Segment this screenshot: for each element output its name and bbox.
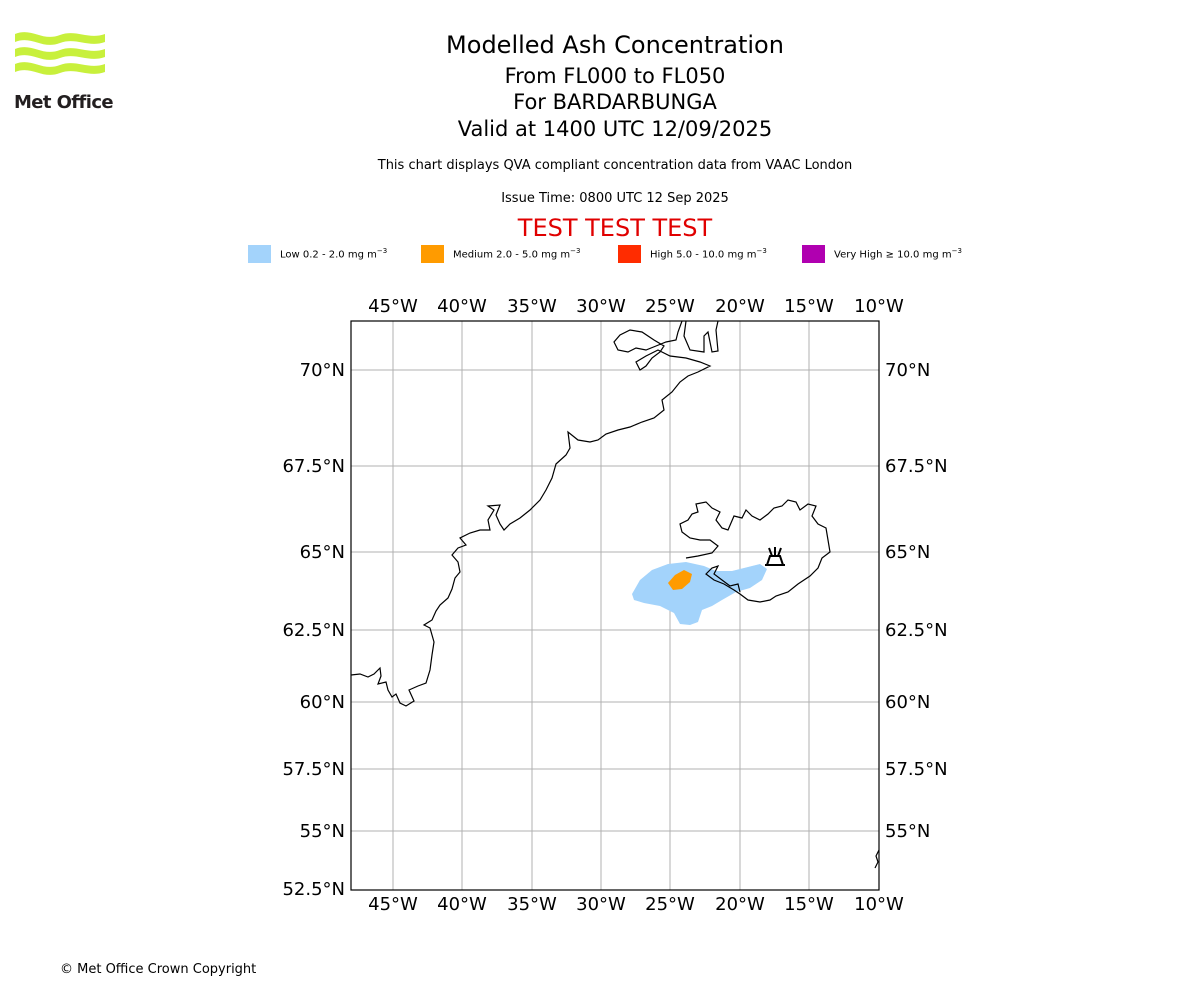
lon-label: 15°W <box>784 296 834 317</box>
lon-label: 40°W <box>437 296 487 317</box>
test-banner: TEST TEST TEST <box>517 214 713 242</box>
lon-label: 20°W <box>715 894 765 915</box>
lon-label: 20°W <box>715 296 765 317</box>
lon-label: 35°W <box>507 894 557 915</box>
lat-label: 70°N <box>885 360 930 381</box>
legend-unit-exponent: −3 <box>570 247 581 255</box>
lon-label: 40°W <box>437 894 487 915</box>
lat-label: 67.5°N <box>885 456 948 477</box>
legend-swatch-very-high <box>802 245 825 263</box>
ash-area-low <box>632 562 767 625</box>
lat-label: 55°N <box>885 821 930 842</box>
lat-label: 60°N <box>300 692 345 713</box>
lat-labels-left: 70°N 67.5°N 65°N 62.5°N 60°N 57.5°N 55°N… <box>282 360 345 900</box>
volcano-subtitle: For BARDARBUNGA <box>513 90 717 114</box>
lon-label: 10°W <box>854 296 904 317</box>
lat-label: 57.5°N <box>282 759 345 780</box>
copyright-notice: © Met Office Crown Copyright <box>60 962 257 977</box>
flight-level-subtitle: From FL000 to FL050 <box>504 64 726 88</box>
legend-label-high: High 5.0 - 10.0 mg m <box>650 249 757 261</box>
lat-label: 62.5°N <box>282 620 345 641</box>
lon-label: 25°W <box>645 894 695 915</box>
chart-title: Modelled Ash Concentration <box>446 31 784 59</box>
lat-label: 70°N <box>300 360 345 381</box>
lon-label: 30°W <box>576 296 626 317</box>
lon-label: 35°W <box>507 296 557 317</box>
lat-label: 62.5°N <box>885 620 948 641</box>
map-frame <box>350 320 880 891</box>
legend-label-very-high: Very High ≥ 10.0 mg m <box>834 249 952 261</box>
lon-label: 45°W <box>368 894 418 915</box>
lat-label: 55°N <box>300 821 345 842</box>
lon-label: 25°W <box>645 296 695 317</box>
lat-labels-right: 70°N 67.5°N 65°N 62.5°N 60°N 57.5°N 55°N <box>885 360 948 842</box>
iceland-coastline <box>679 499 831 603</box>
legend-swatch-medium <box>421 245 444 263</box>
ash-area-medium <box>668 570 692 590</box>
met-office-logo-text: Met Office <box>14 92 114 113</box>
legend-unit-exponent: −3 <box>376 247 388 255</box>
lon-label: 45°W <box>368 296 418 317</box>
legend-unit-exponent: −3 <box>756 247 767 255</box>
legend-label-medium: Medium 2.0 - 5.0 mg m <box>453 249 571 261</box>
lon-label: 15°W <box>784 894 834 915</box>
legend-swatch-low <box>248 245 271 263</box>
lat-label: 60°N <box>885 692 930 713</box>
volcano-icon <box>765 547 785 566</box>
issue-time: Issue Time: 0800 UTC 12 Sep 2025 <box>501 191 729 206</box>
lon-labels-top: 45°W 40°W 35°W 30°W 25°W 20°W 15°W 10°W <box>368 296 904 317</box>
legend-swatch-high <box>618 245 641 263</box>
legend-label-low: Low 0.2 - 2.0 mg m <box>280 249 377 261</box>
lon-label: 30°W <box>576 894 626 915</box>
lat-label: 67.5°N <box>282 456 345 477</box>
coastline-fragment <box>874 849 879 869</box>
lat-label: 65°N <box>885 542 930 563</box>
greenland-coastline <box>351 321 719 707</box>
lat-label: 57.5°N <box>885 759 948 780</box>
chart-description: This chart displays QVA compliant concen… <box>377 158 853 173</box>
met-office-logo <box>15 32 105 75</box>
lat-label: 52.5°N <box>282 879 345 900</box>
lon-labels-bottom: 45°W 40°W 35°W 30°W 25°W 20°W 15°W 10°W <box>368 894 904 915</box>
valid-time-subtitle: Valid at 1400 UTC 12/09/2025 <box>457 117 773 141</box>
lon-label: 10°W <box>854 894 904 915</box>
map-gridlines <box>351 321 879 890</box>
legend-unit-exponent: −3 <box>951 247 962 255</box>
lat-label: 65°N <box>300 542 345 563</box>
